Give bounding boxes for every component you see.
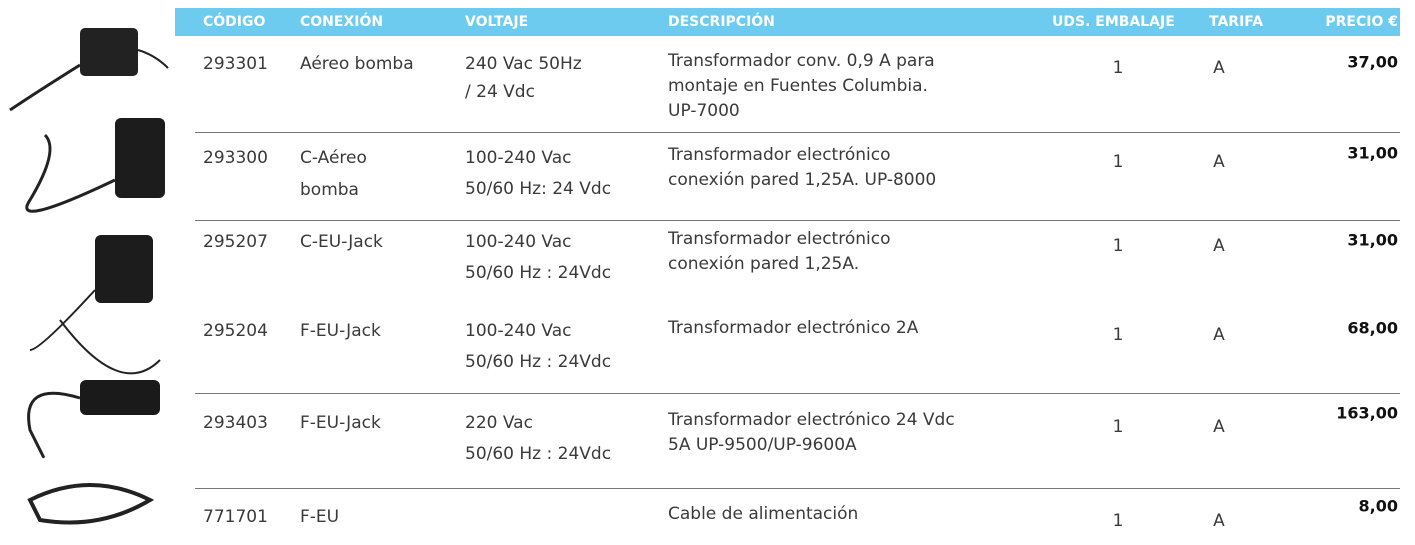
voltage: 220 Vac [465, 413, 533, 433]
product-image [27, 483, 155, 525]
connection: C-EU-Jack [300, 232, 383, 252]
voltage: 100-240 Vac [465, 321, 572, 341]
connection: F-EU-Jack [300, 413, 381, 433]
code: 295207 [203, 232, 268, 252]
description: conexión pared 1,25A. [668, 254, 860, 274]
column-header: CONEXIÓN [300, 14, 384, 30]
units: 1 [1112, 417, 1124, 437]
voltage: 50/60 Hz : 24Vdc [465, 352, 612, 372]
code: 293403 [203, 413, 268, 433]
connection: F-EU [300, 507, 340, 527]
description: Cable de alimentación [668, 504, 859, 524]
rate: A [1213, 58, 1225, 78]
price: 8,00 [1358, 496, 1398, 516]
price: 163,00 [1336, 403, 1398, 423]
units: 1 [1112, 236, 1124, 256]
code: 293300 [203, 148, 268, 168]
column-header: CÓDIGO [203, 14, 266, 30]
voltage: 240 Vac 50Hz [465, 54, 582, 74]
voltage: 50/60 Hz : 24Vdc [465, 444, 612, 464]
row-divider [195, 132, 1400, 133]
column-header: VOLTAJE [465, 14, 529, 30]
price: 68,00 [1347, 318, 1398, 338]
rate: A [1213, 417, 1225, 437]
description: UP-7000 [668, 101, 740, 121]
column-header: TARIFA [1209, 14, 1264, 30]
code: 293301 [203, 54, 268, 74]
voltage: / 24 Vdc [465, 82, 535, 102]
description: Transformador electrónico [668, 229, 891, 249]
units: 1 [1112, 152, 1124, 172]
price: 37,00 [1347, 52, 1398, 72]
row-divider [195, 488, 1400, 489]
description: montaje en Fuentes Columbia. [668, 76, 928, 96]
header-bar [175, 8, 1400, 36]
rate: A [1213, 511, 1225, 531]
units: 1 [1112, 511, 1124, 531]
description: conexión pared 1,25A. UP-8000 [668, 170, 937, 190]
code: 771701 [203, 507, 268, 527]
price: 31,00 [1347, 230, 1398, 250]
product-image [80, 28, 138, 76]
product-image [95, 235, 153, 303]
voltage: 100-240 Vac [465, 148, 572, 168]
row-divider [195, 220, 1400, 221]
rate: A [1213, 152, 1225, 172]
description: 5A UP-9500/UP-9600A [668, 435, 857, 455]
row-divider [195, 393, 1400, 394]
voltage: 100-240 Vac [465, 232, 572, 252]
product-image [80, 380, 160, 415]
column-header: DESCRIPCIÓN [668, 14, 775, 30]
connection: Aéreo bomba [300, 54, 414, 74]
product-image [115, 118, 165, 198]
rate: A [1213, 325, 1225, 345]
column-header: UDS. EMBALAJE [1052, 14, 1175, 30]
price: 31,00 [1347, 143, 1398, 163]
code: 295204 [203, 321, 268, 341]
connection: C-Aéreo [300, 148, 367, 168]
units: 1 [1112, 325, 1124, 345]
voltage: 50/60 Hz: 24 Vdc [465, 179, 612, 199]
description: Transformador electrónico 24 Vdc [668, 410, 955, 430]
rate: A [1213, 236, 1225, 256]
connection: F-EU-Jack [300, 321, 381, 341]
connection: bomba [300, 180, 359, 200]
column-header: PRECIO € [1325, 14, 1398, 30]
description: Transformador electrónico [668, 145, 891, 165]
description: Transformador electrónico 2A [668, 318, 919, 338]
product-images [9, 28, 169, 525]
voltage: 50/60 Hz : 24Vdc [465, 263, 612, 283]
units: 1 [1112, 58, 1124, 78]
description: Transformador conv. 0,9 A para [668, 51, 935, 71]
